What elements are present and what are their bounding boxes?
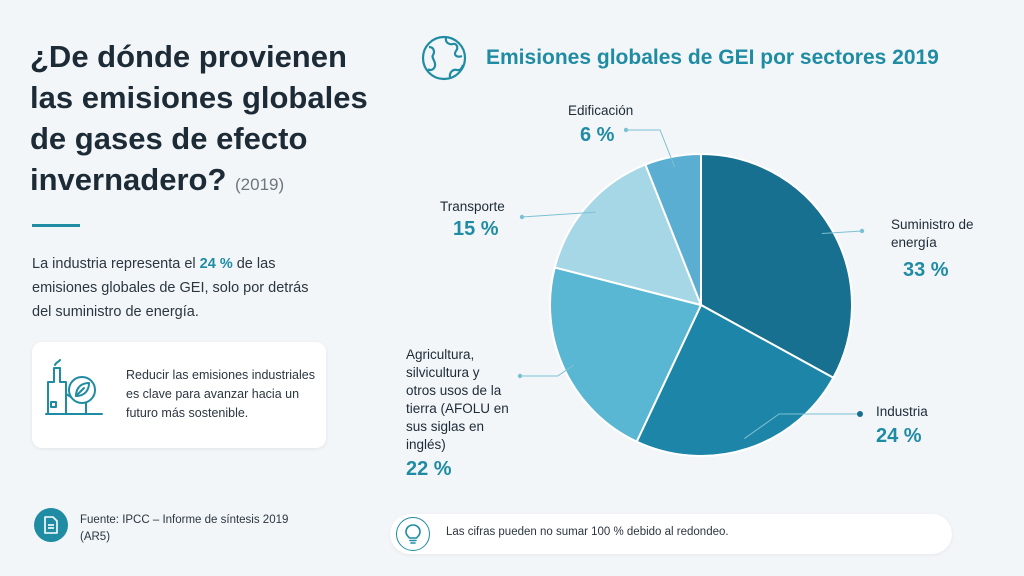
leader-dot-suministro-de-energia (859, 228, 865, 234)
document-icon (34, 508, 68, 542)
page-title-year: (2019) (235, 175, 285, 194)
label-transporte: Transporte (440, 199, 505, 214)
page-title: ¿De dónde provienen las emisiones global… (30, 36, 390, 205)
leader-line-suministro-de-energia (821, 230, 863, 235)
source-text: Fuente: IPCC – Informe de síntesis 2019 … (80, 514, 289, 543)
label-suministro: Suministro de energía (891, 217, 974, 250)
factory-leaf-icon (42, 358, 106, 427)
label-industria: Industria (876, 404, 928, 419)
note-text: Las cifras pueden no sumar 100 % debido … (446, 526, 729, 538)
info-card: Reducir las emisiones industriales es cl… (32, 342, 326, 448)
leader-dot-industria (857, 411, 863, 417)
value-transporte: 15 % (453, 218, 499, 240)
lightbulb-icon (396, 517, 430, 551)
summary-after: de las emisiones globales de GEI, solo p… (32, 256, 309, 320)
chart-title: Emisiones globales de GEI por sectores 2… (486, 46, 939, 69)
pie-slice-transporte (553, 163, 703, 307)
label-afolu: Agricultura, silvicultura y otros usos d… (406, 347, 509, 452)
card-text: Reducir las emisiones industriales es cl… (126, 368, 315, 420)
leader-dot-edificacion (623, 127, 629, 133)
value-edificacion: 6 % (580, 124, 615, 146)
pie-slice-agricultura-silvicultura (549, 266, 703, 443)
summary-highlight: 24 % (199, 256, 233, 272)
note-box: Las cifras pueden no sumar 100 % debido … (390, 514, 952, 554)
value-afolu: 22 % (406, 458, 452, 480)
summary-text: La industria representa el 24 % de las e… (32, 252, 322, 324)
summary-before: La industria representa el (32, 256, 200, 272)
accent-divider (32, 224, 80, 227)
leader-line-edificacion (626, 129, 676, 168)
pie-slice-suministro-de-energia (700, 152, 853, 380)
leader-dot-transporte (519, 214, 525, 220)
value-suministro: 33 % (903, 259, 949, 281)
globe-icon (420, 34, 468, 87)
label-edificacion: Edificación (568, 103, 634, 118)
value-industria: 24 % (876, 425, 922, 447)
leader-line-transporte (521, 211, 596, 218)
leader-dot-agricultura-silvicultura (517, 373, 523, 379)
leader-line-industria (744, 413, 860, 439)
leader-line-agricultura-silvicultura (520, 364, 575, 377)
pie-slice-industria (635, 303, 835, 457)
pie-slice-edificacion (644, 152, 702, 306)
page-title-text: ¿De dónde provienen las emisiones global… (30, 39, 368, 197)
